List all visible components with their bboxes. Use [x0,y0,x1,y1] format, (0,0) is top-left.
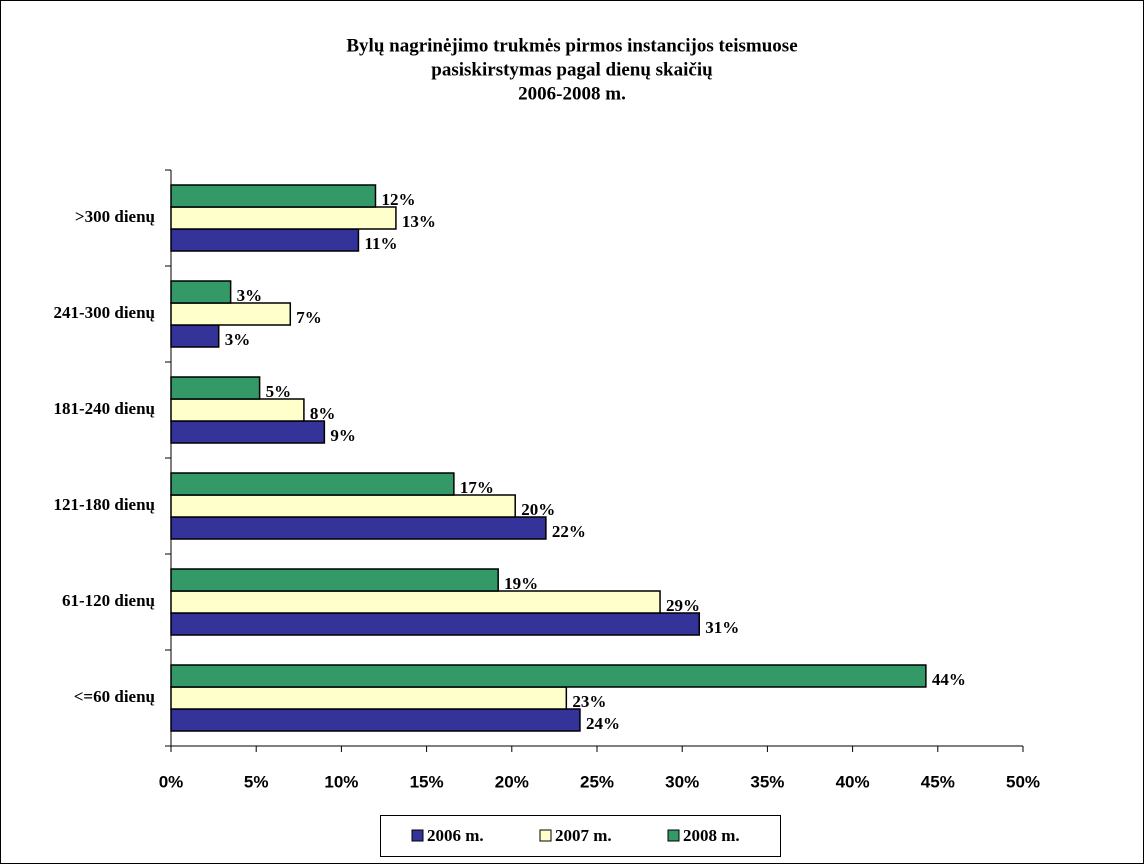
bar [170,708,581,732]
x-tick-label: 0% [159,772,184,791]
x-tick-label: 25% [580,772,614,791]
y-tick-label: <=60 dienų [74,687,155,706]
x-tick-label: 10% [324,772,358,791]
legend-swatch [411,829,424,842]
chart-title: Bylų nagrinėjimo trukmės pirmos instanci… [346,35,797,56]
data-label: 13% [402,212,436,231]
data-label: 20% [521,500,555,519]
data-label: 7% [296,308,322,327]
data-label: 22% [552,522,586,541]
bar [170,516,547,540]
bar [170,568,499,592]
legend-box [380,815,781,857]
data-label: 31% [705,618,739,637]
x-tick-label: 30% [665,772,699,791]
bar [170,206,397,230]
bar [170,612,700,636]
y-tick-label: >300 dienų [75,207,155,226]
legend-label: 2006 m. [427,826,484,845]
data-label: 23% [572,692,606,711]
data-label: 3% [237,286,263,305]
x-tick-label: 15% [410,772,444,791]
bar [170,420,326,444]
y-tick-label: 241-300 dienų [53,303,155,322]
data-label: 12% [381,190,415,209]
y-tick-label: 61-120 dienų [62,591,155,610]
legend-label: 2008 m. [683,826,740,845]
bar [170,324,220,348]
chart-title: pasiskirstymas pagal dienų skaičių [431,59,713,80]
data-label: 11% [364,234,397,253]
bar [170,590,661,614]
bar [170,184,377,208]
x-tick-label: 20% [495,772,529,791]
y-tick-label: 121-180 dienų [53,495,155,514]
chart-title: 2006-2008 m. [518,83,626,104]
x-tick-label: 5% [244,772,269,791]
bar [170,280,232,304]
x-tick-label: 50% [1006,772,1040,791]
data-label: 17% [460,478,494,497]
data-label: 9% [330,426,356,445]
bar [170,398,305,422]
bar [170,472,455,496]
x-tick-label: 40% [836,772,870,791]
x-tick-label: 45% [921,772,955,791]
data-label: 8% [310,404,336,423]
bar [170,686,568,710]
data-label: 19% [504,574,538,593]
data-label: 29% [666,596,700,615]
data-label: 44% [932,670,966,689]
data-label: 5% [266,382,292,401]
bar [170,376,261,400]
data-label: 3% [225,330,251,349]
legend-label: 2007 m. [555,826,612,845]
bar [170,302,292,326]
x-tick-label: 35% [750,772,784,791]
legend-swatch [667,829,680,842]
bar [170,664,927,688]
y-tick-label: 181-240 dienų [53,399,155,418]
legend-swatch [539,829,552,842]
bar [170,494,516,518]
bar [170,228,360,252]
data-label: 24% [586,714,620,733]
